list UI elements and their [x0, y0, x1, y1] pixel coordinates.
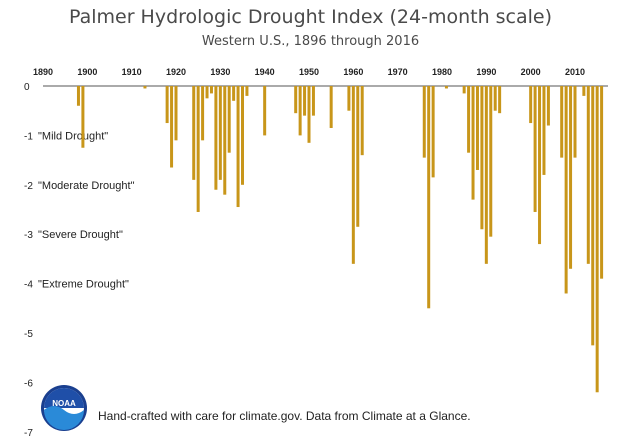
bar: [480, 86, 484, 230]
bar: [595, 86, 599, 393]
bar: [232, 86, 236, 101]
bar: [573, 86, 577, 158]
bar: [475, 86, 479, 170]
noaa-logo-text: NOAA: [52, 399, 76, 408]
bar: [471, 86, 475, 200]
bar: [533, 86, 537, 212]
drought-category-label: "Severe Drought": [38, 229, 123, 241]
x-tick-label: 1950: [299, 67, 319, 77]
bar: [165, 86, 169, 124]
bar: [81, 86, 85, 148]
x-tick-label: 1980: [432, 67, 452, 77]
noaa-logo-icon: NOAA: [41, 385, 87, 431]
bar: [560, 86, 564, 158]
y-tick-label: 0: [24, 82, 30, 93]
chart-title: Palmer Hydrologic Drought Index (24-mont…: [68, 6, 553, 28]
bar: [586, 86, 590, 264]
bar: [351, 86, 355, 264]
drought-category-label: "Moderate Drought": [38, 180, 135, 192]
bar: [170, 86, 174, 168]
bar: [564, 86, 568, 294]
bar: [236, 86, 240, 208]
bar: [538, 86, 542, 245]
bar: [591, 86, 595, 346]
bar: [76, 86, 80, 106]
bar: [201, 86, 205, 141]
bar: [462, 86, 466, 94]
bar: [529, 86, 533, 124]
bar: [209, 86, 213, 94]
x-tick-label: 1960: [343, 67, 363, 77]
bar: [489, 86, 493, 237]
bar: [467, 86, 471, 153]
bar: [298, 86, 302, 136]
x-tick-label: 1940: [255, 67, 275, 77]
y-tick-label: -4: [24, 280, 33, 291]
y-tick-label: -6: [24, 378, 33, 389]
drought-category-label: "Extreme Drought": [38, 279, 129, 291]
bar: [422, 86, 426, 158]
y-tick-label: -3: [24, 230, 33, 241]
bar: [329, 86, 333, 128]
bar: [245, 86, 249, 96]
bar: [223, 86, 227, 195]
bar: [542, 86, 546, 175]
bar: [582, 86, 586, 96]
y-tick-label: -7: [24, 428, 33, 439]
bar: [241, 86, 244, 185]
x-tick-label: 1920: [166, 67, 186, 77]
bar: [484, 86, 488, 264]
bar: [218, 86, 222, 180]
bar: [227, 86, 231, 153]
bar: [192, 86, 196, 180]
bar: [569, 86, 573, 269]
x-tick-label: 1910: [122, 67, 142, 77]
bar: [196, 86, 200, 212]
y-tick-label: -1: [24, 131, 33, 142]
bar: [431, 86, 435, 178]
bar: [294, 86, 298, 114]
x-tick-label: 2000: [521, 67, 541, 77]
bar: [498, 86, 502, 114]
bar: [360, 86, 364, 156]
bar: [303, 86, 307, 116]
bar: [143, 86, 147, 89]
bar: [311, 86, 315, 116]
bar: [444, 86, 448, 89]
bar: [600, 86, 604, 279]
x-tick-label: 1990: [476, 67, 496, 77]
x-tick-label: 1930: [210, 67, 230, 77]
bar: [214, 86, 218, 190]
y-tick-label: -2: [24, 181, 33, 192]
credit-text: Hand-crafted with care for climate.gov. …: [98, 409, 471, 423]
x-tick-label: 2010: [565, 67, 585, 77]
bar: [263, 86, 267, 136]
bar: [307, 86, 311, 143]
bar: [356, 86, 360, 227]
bar: [546, 86, 550, 126]
bar: [347, 86, 351, 111]
x-tick-label: 1890: [33, 67, 53, 77]
bar: [174, 86, 178, 141]
bar: [427, 86, 431, 309]
drought-category-label: "Mild Drought": [38, 130, 108, 142]
bar: [205, 86, 209, 99]
x-tick-label: 1900: [77, 67, 97, 77]
chart-subtitle: Western U.S., 1896 through 2016: [201, 34, 420, 49]
y-tick-label: -5: [24, 329, 33, 340]
bar: [493, 86, 497, 111]
x-tick-label: 1970: [388, 67, 408, 77]
